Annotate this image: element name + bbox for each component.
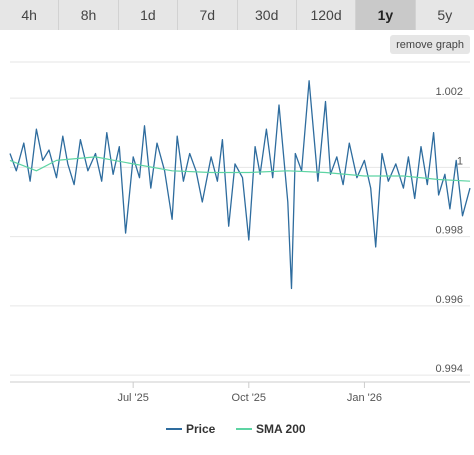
tab-30d[interactable]: 30d: [237, 0, 297, 30]
sma-200-series-line: [9, 156, 471, 182]
legend-price[interactable]: Price: [166, 422, 216, 436]
legend-label: SMA 200: [256, 422, 306, 436]
remove-graph-button[interactable]: remove graph: [390, 35, 470, 54]
x-axis-ticks: Jul '25 Oct '25 Jan '26: [10, 381, 470, 404]
legend-sma-200[interactable]: SMA 200: [236, 422, 306, 436]
x-tick-label: Oct '25: [232, 392, 267, 404]
y-tick-label: 1: [457, 155, 463, 167]
y-tick-label: 1.002: [435, 86, 463, 98]
y-tick-label: 0.994: [435, 363, 463, 375]
legend-label: Price: [186, 422, 216, 436]
tab-5y[interactable]: 5y: [415, 0, 474, 30]
y-tick-label: 0.996: [435, 294, 463, 306]
tab-7d[interactable]: 7d: [178, 0, 238, 30]
series-lines: [9, 80, 471, 290]
tab-1y[interactable]: 1y: [356, 0, 416, 30]
legend: Price SMA 200: [166, 422, 306, 436]
tab-4h[interactable]: 4h: [0, 0, 60, 30]
y-tick-label: 0.998: [435, 225, 463, 237]
x-tick-label: Jan '26: [347, 392, 382, 404]
tab-8h[interactable]: 8h: [59, 0, 119, 30]
time-range-tabs: 4h 8h 1d 7d 30d 120d 1y 5y: [0, 0, 474, 30]
tab-120d[interactable]: 120d: [296, 0, 357, 30]
y-axis-ticks: 1.002 1 0.998 0.996 0.994: [435, 86, 463, 375]
grid-lines: [10, 61, 470, 376]
x-tick-label: Jul '25: [117, 392, 148, 404]
price-series-line: [9, 80, 471, 290]
tab-1d[interactable]: 1d: [118, 0, 179, 30]
